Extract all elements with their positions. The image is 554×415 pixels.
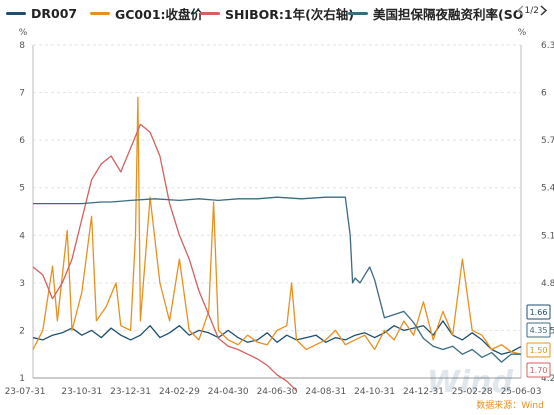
left-tick-label: 8 xyxy=(19,41,25,51)
gridlines xyxy=(32,44,522,379)
end-label: 4.35 xyxy=(526,322,551,338)
series-lines xyxy=(32,96,522,392)
x-tick-label: 23-10-31 xyxy=(61,387,102,397)
left-tick-label: 5 xyxy=(19,184,25,194)
chart-legend: DR007 GC001:收盘价 SHIBOR:1年(次右轴) 美国担保隔夜融资利… xyxy=(0,0,554,28)
legend-item-dr007[interactable]: DR007 xyxy=(6,4,77,22)
legend-swatch-sofr xyxy=(348,11,368,15)
x-tick-label: 24-08-31 xyxy=(305,387,346,397)
prev-page-icon[interactable] xyxy=(516,5,525,16)
series-line-sofr xyxy=(33,196,521,363)
x-tick-label: 24-12-31 xyxy=(403,387,444,397)
legend-label-gc001: GC001:收盘价 xyxy=(115,6,204,22)
x-tick-label: 23-07-31 xyxy=(5,387,46,397)
right-tick-label: 4.8 xyxy=(541,279,554,289)
x-tick-label: 23-12-31 xyxy=(110,387,151,397)
legend-label-shibor: SHIBOR:1年(次右轴) xyxy=(225,6,355,22)
wind-watermark: Wind xyxy=(427,365,514,400)
end-label-box xyxy=(526,362,551,378)
next-page-icon[interactable] xyxy=(539,5,548,16)
x-tick-label: 24-06-30 xyxy=(257,387,298,397)
series-line-shibor xyxy=(32,123,297,392)
x-tick-label: 24-10-31 xyxy=(354,387,395,397)
x-axis-ticks: 23-07-31 23-10-31 23-12-31 24-02-29 24-04-30… xyxy=(5,387,542,397)
left-tick-label: 7 xyxy=(19,89,25,99)
end-label-text: 1.50 xyxy=(530,346,548,355)
right-tick-label: 5.7 xyxy=(541,136,554,146)
series-line-gc001 xyxy=(32,96,522,355)
end-label-text: 1.70 xyxy=(530,366,548,375)
x-tick-label: 25-02-28 xyxy=(452,387,493,397)
end-label-text: 1.66 xyxy=(530,308,548,317)
end-label-box xyxy=(526,322,551,338)
legend-swatch-gc001 xyxy=(90,11,110,15)
legend-pager: 1/2 xyxy=(516,5,548,16)
end-label-box xyxy=(526,342,551,358)
legend-page-indicator: 1/2 xyxy=(524,5,539,16)
end-label: 1.66 xyxy=(526,304,551,320)
left-axis-unit: % xyxy=(19,28,28,38)
end-label: 1.70 xyxy=(526,362,551,378)
legend-item-shibor[interactable]: SHIBOR:1年(次右轴) xyxy=(200,4,354,22)
watermark-logo: Wind xyxy=(427,365,514,400)
end-label-text: 4.35 xyxy=(530,326,548,335)
right-tick-label: 6.3 xyxy=(541,41,554,51)
right-tick-label: 4.2 xyxy=(541,374,554,384)
x-tick-label: 24-04-30 xyxy=(208,387,249,397)
left-tick-label: 1 xyxy=(19,374,25,384)
end-value-labels: 1.66 4.35 1.50 1.70 xyxy=(526,304,551,378)
legend-item-sofr[interactable]: 美国担保隔夜融资利率(SO xyxy=(348,4,523,22)
left-axis-ticks: 8 7 6 5 4 3 2 1 xyxy=(19,41,25,384)
end-label: 1.50 xyxy=(526,342,551,358)
right-tick-label: 6 xyxy=(541,89,547,99)
right-tick-label: 5.4 xyxy=(541,184,554,194)
legend-label-sofr: 美国担保隔夜融资利率(SO xyxy=(373,6,524,22)
legend-label-dr007: DR007 xyxy=(31,5,78,21)
left-tick-label: 4 xyxy=(19,231,25,241)
x-tick-label: 24-02-29 xyxy=(159,387,200,397)
right-tick-label: 5.1 xyxy=(541,231,554,241)
left-tick-label: 6 xyxy=(19,136,25,146)
right-axis-unit: % xyxy=(518,28,527,38)
x-tick-label: 25-06-03 xyxy=(501,387,542,397)
legend-swatch-dr007 xyxy=(6,11,26,15)
legend-swatch-shibor xyxy=(200,11,220,15)
legend-item-gc001[interactable]: GC001:收盘价 xyxy=(90,4,203,22)
data-source-note: 数据来源：Wind xyxy=(476,399,544,411)
left-tick-label: 2 xyxy=(19,326,25,336)
end-label-box xyxy=(526,304,551,320)
left-tick-label: 3 xyxy=(19,279,25,289)
series-line-dr007 xyxy=(32,320,522,355)
